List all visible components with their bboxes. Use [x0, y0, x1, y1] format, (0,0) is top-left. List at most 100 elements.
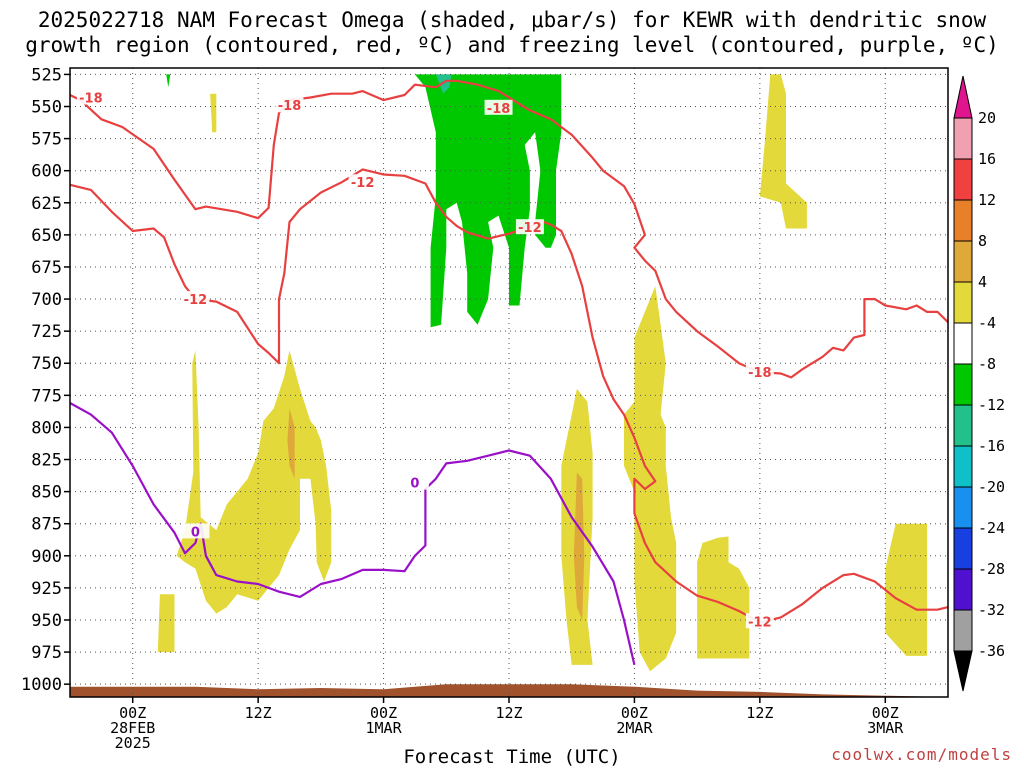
x-tick-label: 3MAR	[867, 719, 904, 737]
omega-region-6	[287, 408, 295, 479]
colorbar-bottom-arrow	[953, 650, 973, 692]
omega-region-3	[718, 74, 807, 229]
colorbar-label: -12	[978, 396, 1005, 414]
contour-label-bg	[76, 89, 105, 105]
omega-region-5	[176, 350, 332, 614]
contour-label: -12	[184, 293, 208, 308]
y-tick-label: 875	[31, 515, 62, 535]
colorbar-label: -16	[978, 437, 1005, 455]
y-tick-label: 975	[31, 643, 62, 663]
omega-region-11	[697, 536, 750, 659]
y-tick-label: 900	[31, 547, 62, 567]
colorbar-label: -24	[978, 519, 1005, 537]
contour-label-bg	[484, 99, 513, 115]
x-tick-label: 00Z	[872, 704, 899, 722]
colorbar-top-arrow	[953, 75, 973, 119]
colorbar-bin-10	[953, 527, 973, 570]
omega-region-12	[885, 523, 928, 656]
colorbar-bin-6	[953, 363, 973, 406]
omega-region-0	[414, 74, 562, 328]
x-tick-label: 00Z	[621, 704, 648, 722]
terrain-ground	[70, 684, 948, 697]
y-tick-label: 800	[31, 418, 62, 438]
omega-region-7	[157, 594, 175, 653]
contour-label: -18	[79, 92, 103, 107]
x-axis-title: Forecast Time (UTC)	[403, 746, 621, 768]
contour-label-bg	[348, 174, 377, 190]
contour-label-bg	[181, 523, 210, 539]
y-tick-label: 600	[31, 162, 62, 182]
contour-label-bg	[745, 364, 774, 380]
chart-title-line-2: growth region (contoured, red, ºC) and f…	[25, 33, 999, 57]
colorbar-label: -28	[978, 560, 1005, 578]
x-tick-label: 00Z	[370, 704, 397, 722]
contour-freezing-2	[69, 402, 636, 666]
colorbar-label: 12	[978, 191, 996, 209]
omega-region-2	[435, 74, 452, 94]
colorbar-bin-9	[953, 486, 973, 529]
omega-shading	[157, 74, 928, 672]
x-tick-label: 12Z	[746, 704, 773, 722]
omega-region-1	[166, 74, 171, 88]
contour-label: -12	[748, 615, 772, 630]
contour-labels: -18 -18 -18 -18 -12 -12 -12 -12 0 0	[76, 89, 774, 630]
x-tick-label: 2MAR	[616, 719, 653, 737]
colorbar-bin-4	[953, 281, 973, 324]
colorbar-label: -32	[978, 601, 1005, 619]
contour-label: 0	[410, 477, 419, 492]
colorbar: 20 16 12 8 4 -4 -8 -12 -16 -20 -24 -28 -32 -36	[953, 75, 1005, 692]
y-tick-label: 700	[31, 290, 62, 310]
colorbar-label: 16	[978, 150, 996, 168]
y-tick-label: 1000	[21, 675, 62, 695]
colorbar-bin-11	[953, 568, 973, 611]
colorbar-label: 20	[978, 109, 996, 127]
colorbar-label: -8	[978, 355, 996, 373]
colorbar-bin-3	[953, 240, 973, 283]
contour-label-bg	[181, 291, 210, 307]
omega-region-10	[624, 286, 677, 672]
x-tick-label: 28FEB	[110, 719, 155, 737]
colorbar-bin-5	[953, 322, 973, 365]
y-tick-label: 625	[31, 194, 62, 214]
contour-label: -12	[518, 221, 542, 236]
y-tick-label: 675	[31, 258, 62, 278]
y-tick-label: 650	[31, 226, 62, 246]
colorbar-bin-8	[953, 445, 973, 488]
y-tick-label: 850	[31, 483, 62, 503]
contour-label-bg	[275, 97, 304, 113]
y-tick-label: 525	[31, 65, 62, 85]
colorbar-label: -36	[978, 642, 1005, 660]
axes: 525 550 575 600 625 650 675 700 725 750 775 800 825 8…	[21, 65, 949, 752]
y-tick-label: 725	[31, 322, 62, 342]
contour-label: -18	[278, 99, 302, 114]
contour-label: 0	[191, 525, 200, 540]
contour-label-bg	[515, 219, 544, 235]
colorbar-label: -20	[978, 478, 1005, 496]
y-tick-label: 775	[31, 386, 62, 406]
x-tick-label: 12Z	[495, 704, 522, 722]
contour-label: -18	[748, 366, 772, 381]
colorbar-label: 4	[978, 273, 987, 291]
contour-label: -18	[487, 102, 511, 117]
y-tick-label: 750	[31, 354, 62, 374]
x-tick-label: 1MAR	[366, 719, 403, 737]
colorbar-bin-2	[953, 199, 973, 242]
contour-label-bg	[400, 474, 429, 490]
colorbar-bin-last	[953, 609, 973, 652]
colorbar-label: -4	[978, 314, 996, 332]
colorbar-bin-1	[953, 158, 973, 201]
x-tick-label: 12Z	[245, 704, 272, 722]
y-tick-label: 575	[31, 130, 62, 150]
source-credit: coolwx.com/models	[831, 745, 1012, 764]
terrain-fill	[70, 684, 948, 697]
x-tick-label: 00Z	[119, 704, 146, 722]
colorbar-bin-7	[953, 404, 973, 447]
colorbar-label: 8	[978, 232, 987, 250]
y-tick-label: 550	[31, 98, 62, 118]
contour-label-bg	[745, 613, 774, 629]
y-tick-label: 950	[31, 611, 62, 631]
colorbar-bin-0	[953, 117, 973, 160]
x-tick-label: 2025	[115, 734, 151, 752]
contour-label: -12	[351, 176, 375, 191]
